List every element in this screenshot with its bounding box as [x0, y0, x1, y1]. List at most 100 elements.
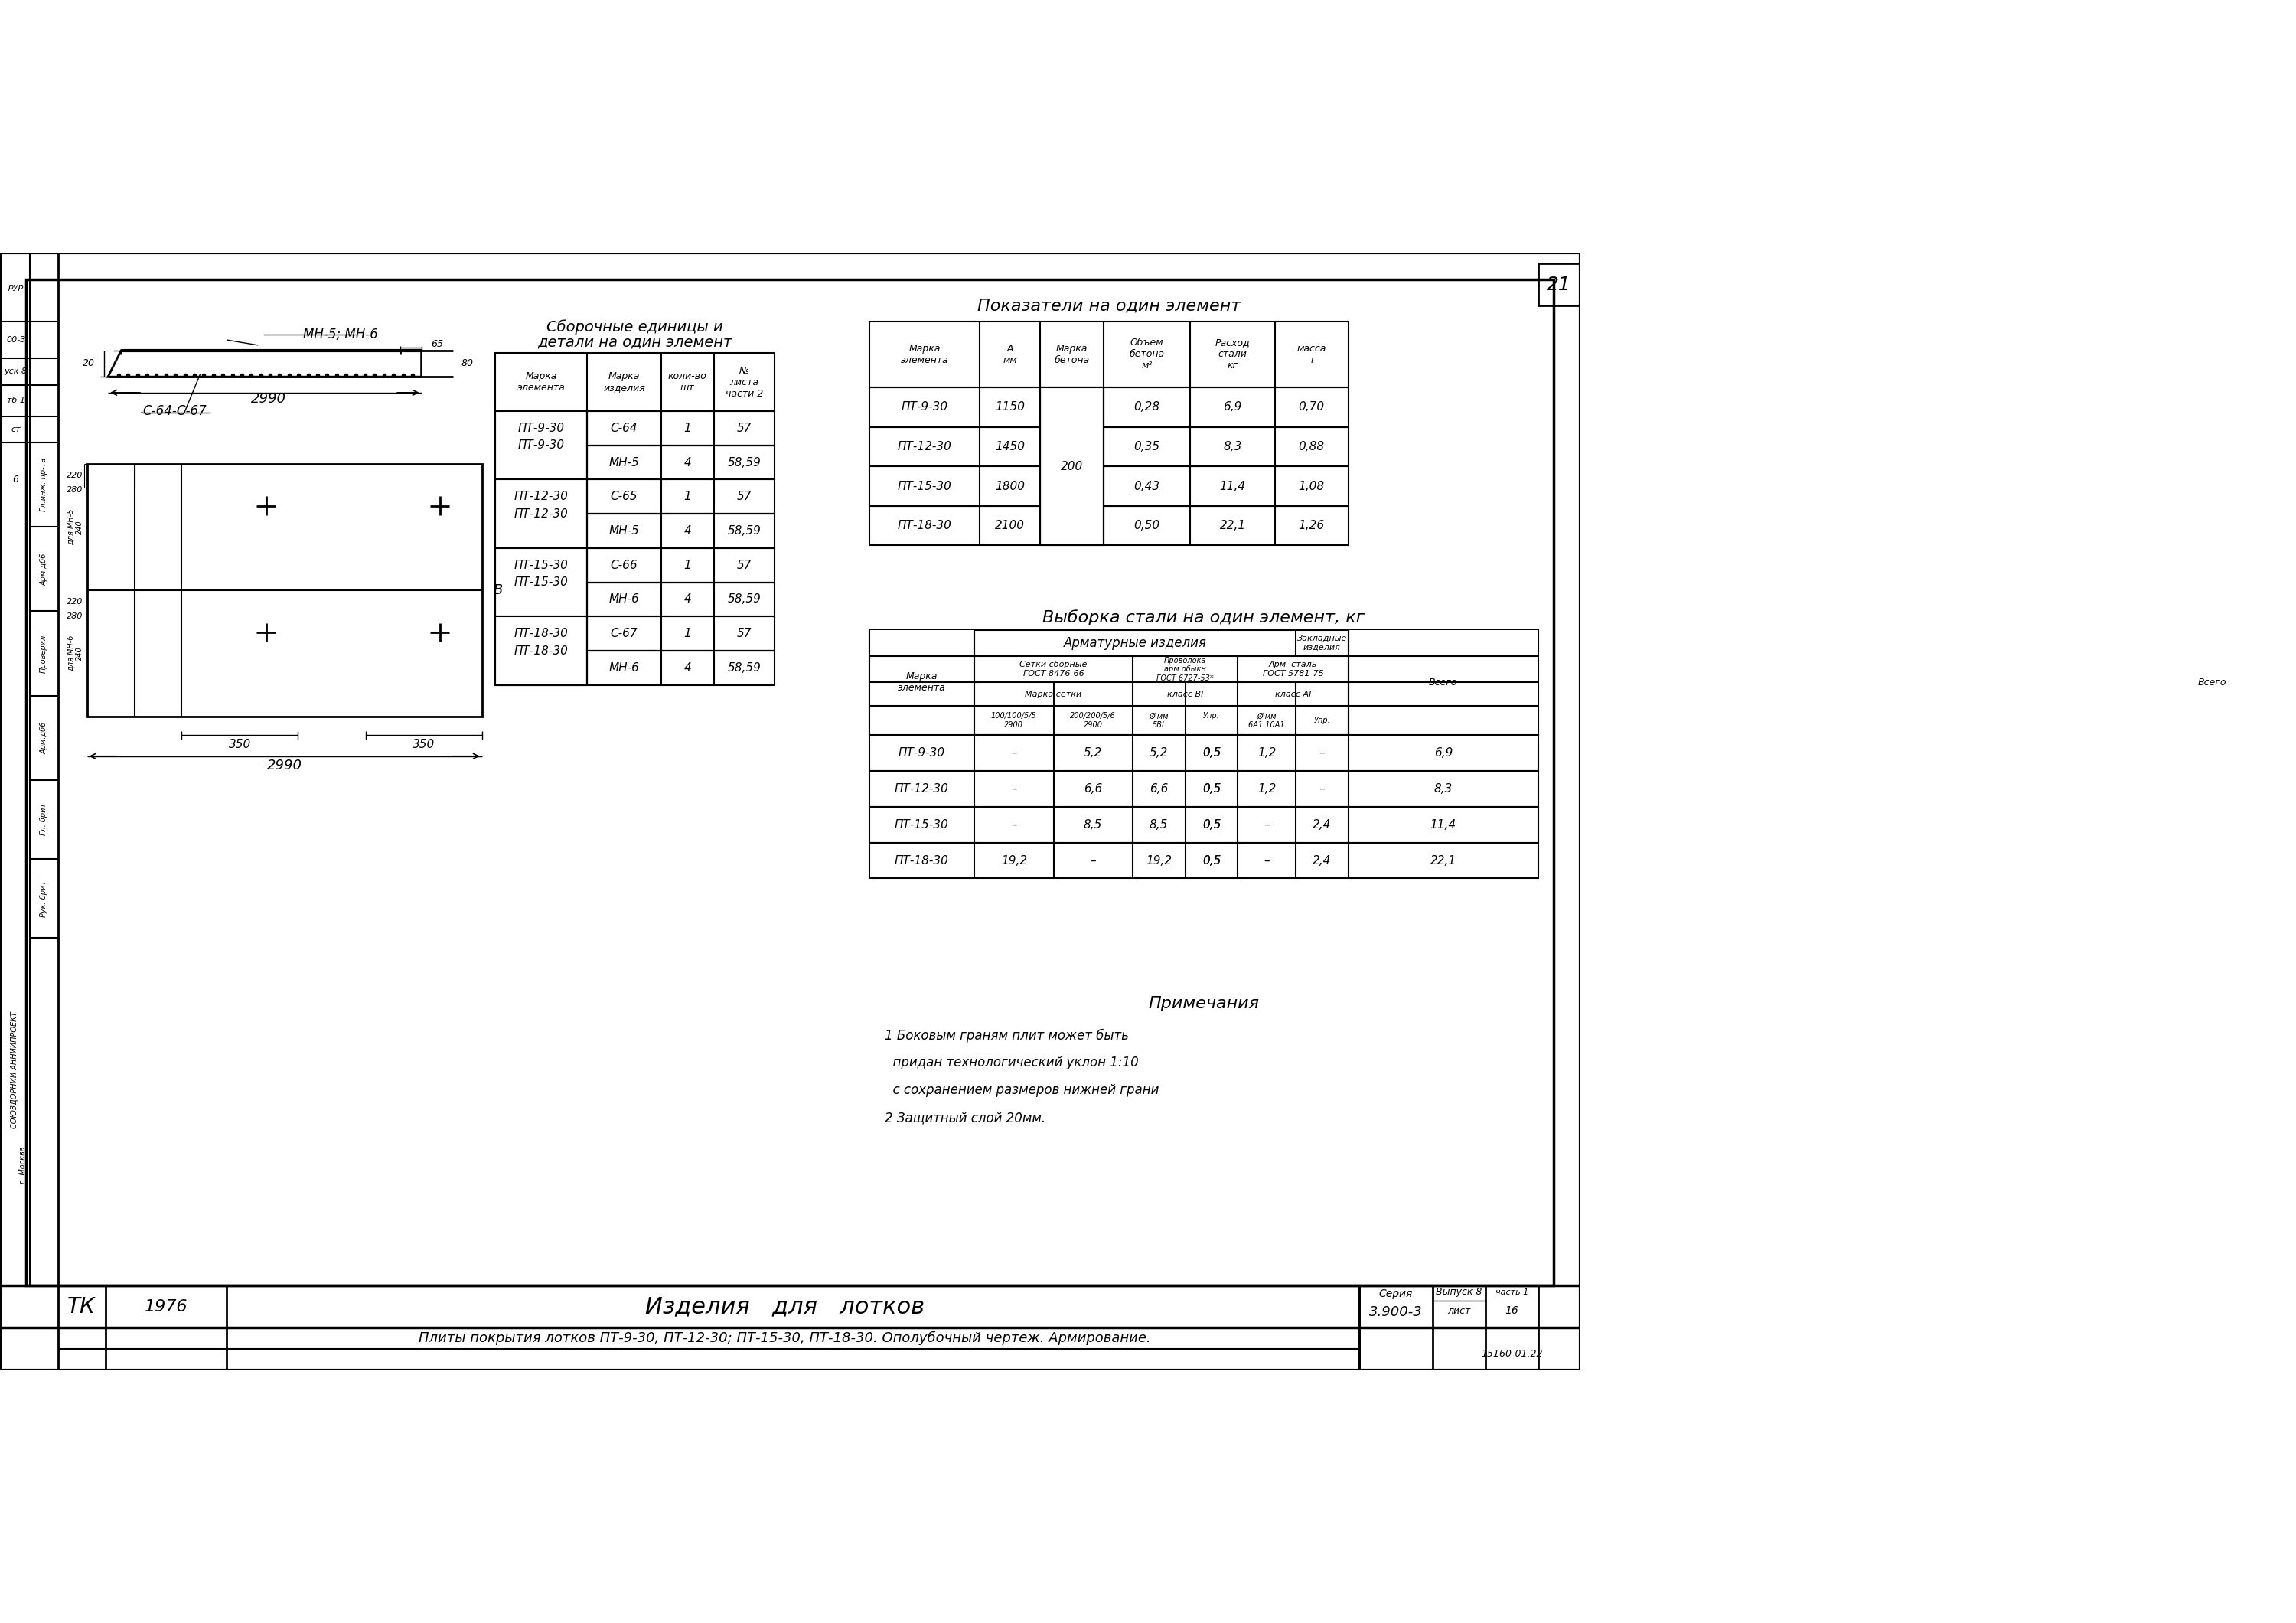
- Text: 280: 280: [67, 613, 83, 620]
- Text: ПТ-12-30: ПТ-12-30: [898, 441, 951, 453]
- Bar: [870, 427, 1348, 466]
- Text: 0,5: 0,5: [1203, 747, 1221, 760]
- Text: класс ВI: класс ВI: [1166, 690, 1203, 698]
- Text: –: –: [1010, 784, 1017, 795]
- Bar: [496, 479, 774, 514]
- Text: Серия: Серия: [1380, 1289, 1412, 1298]
- Text: коли-во
шт: коли-во шт: [668, 372, 707, 393]
- Text: 220: 220: [67, 597, 83, 605]
- Text: ПТ-18-30: ПТ-18-30: [895, 855, 948, 867]
- Text: 19,2: 19,2: [1146, 855, 1171, 867]
- Text: 6,9: 6,9: [1224, 401, 1242, 412]
- Text: С-64-С-67: С-64-С-67: [142, 404, 207, 419]
- Text: Примечания: Примечания: [1148, 997, 1258, 1011]
- Bar: [496, 549, 588, 617]
- Text: ПТ-9-30: ПТ-9-30: [898, 747, 946, 760]
- Bar: [496, 583, 774, 617]
- Bar: [496, 411, 774, 445]
- Text: 1: 1: [684, 628, 691, 639]
- Text: 1,08: 1,08: [1300, 480, 1325, 492]
- Text: г. Москва: г. Москва: [18, 1146, 28, 1183]
- Text: 2100: 2100: [994, 519, 1024, 531]
- Text: 2,4: 2,4: [1313, 855, 1332, 867]
- Bar: [870, 771, 1538, 807]
- Bar: [870, 321, 1348, 388]
- Text: Арм.дб6: Арм.дб6: [39, 553, 48, 586]
- Text: 0,5: 0,5: [1203, 747, 1221, 760]
- Text: 4: 4: [684, 594, 691, 605]
- Text: 19,2: 19,2: [1001, 855, 1026, 867]
- Text: –: –: [1263, 820, 1270, 831]
- Text: –: –: [1010, 820, 1017, 831]
- Text: Расход
стали
кг: Расход стали кг: [1215, 338, 1249, 372]
- Text: 1800: 1800: [994, 480, 1024, 492]
- Text: 6,9: 6,9: [1435, 747, 1453, 760]
- Text: 1: 1: [684, 560, 691, 571]
- Text: Закладные
изделия: Закладные изделия: [1297, 635, 1348, 651]
- Bar: [870, 466, 1348, 506]
- Text: Арм.дб6: Арм.дб6: [39, 722, 48, 755]
- Text: –: –: [1091, 855, 1095, 867]
- Bar: [496, 514, 774, 549]
- Text: Проверил: Проверил: [39, 635, 48, 672]
- Text: для МН-5: для МН-5: [67, 508, 76, 545]
- Text: 4: 4: [684, 662, 691, 674]
- Text: Марка
бетона: Марка бетона: [1054, 344, 1091, 365]
- Text: 200/200/5/6
2900: 200/200/5/6 2900: [1070, 712, 1116, 729]
- Text: 22,1: 22,1: [1219, 519, 1247, 531]
- Text: 0,43: 0,43: [1134, 480, 1159, 492]
- Text: 57: 57: [737, 422, 751, 433]
- Text: 1: 1: [684, 490, 691, 503]
- Text: 11,4: 11,4: [1430, 820, 1456, 831]
- Text: Марка
элемента: Марка элемента: [517, 372, 565, 393]
- Text: ПТ-9-30: ПТ-9-30: [519, 440, 565, 451]
- Text: МН-5; МН-6: МН-5; МН-6: [303, 328, 379, 341]
- Text: Арматурные изделия: Арматурные изделия: [1063, 636, 1208, 649]
- Text: Гл. брит: Гл. брит: [39, 803, 48, 836]
- Bar: [87, 464, 482, 717]
- Text: 240: 240: [76, 646, 83, 661]
- Text: 5,2: 5,2: [1084, 747, 1102, 760]
- Text: 21: 21: [1548, 276, 1570, 294]
- Text: №
листа
части 2: № листа части 2: [726, 365, 762, 399]
- Text: 2990: 2990: [266, 760, 303, 773]
- Bar: [496, 617, 774, 651]
- Text: класс АI: класс АI: [1274, 690, 1311, 698]
- Bar: [496, 445, 774, 479]
- Text: 1450: 1450: [994, 441, 1024, 453]
- Text: 16: 16: [1504, 1305, 1518, 1316]
- Text: 8,5: 8,5: [1150, 820, 1169, 831]
- Text: 2,4: 2,4: [1313, 820, 1332, 831]
- Text: 200: 200: [1061, 461, 1084, 472]
- Text: 3.900-3: 3.900-3: [1368, 1305, 1424, 1319]
- Text: 2990: 2990: [250, 393, 287, 406]
- Bar: [1348, 630, 1538, 735]
- Text: 0,88: 0,88: [1300, 441, 1325, 453]
- Text: Марка
изделия: Марка изделия: [604, 372, 645, 393]
- Text: Показатели на один элемент: Показатели на один элемент: [978, 299, 1240, 313]
- Text: уск 8: уск 8: [5, 368, 28, 375]
- Text: Марка сетки: Марка сетки: [1024, 690, 1081, 698]
- Text: 8,5: 8,5: [1084, 820, 1102, 831]
- Text: ПТ-15-30: ПТ-15-30: [895, 820, 948, 831]
- Text: Выборка стали на один элемент, кг: Выборка стали на один элемент, кг: [1042, 610, 1364, 625]
- Text: ПТ-15-30: ПТ-15-30: [514, 576, 569, 588]
- Text: 1: 1: [684, 422, 691, 433]
- Bar: [870, 506, 1348, 545]
- Bar: [496, 354, 774, 411]
- Text: А
мм: А мм: [1003, 344, 1017, 365]
- Text: 1150: 1150: [994, 401, 1024, 412]
- Bar: [496, 549, 774, 583]
- Text: Упр.: Упр.: [1313, 717, 1329, 724]
- Text: 20: 20: [83, 359, 94, 368]
- Text: 0,70: 0,70: [1300, 401, 1325, 412]
- Text: ПТ-9-30: ПТ-9-30: [900, 401, 948, 412]
- Text: рур: рур: [7, 284, 23, 291]
- Text: В: В: [494, 583, 503, 597]
- Text: С-65: С-65: [611, 490, 638, 503]
- Text: 0,28: 0,28: [1134, 401, 1159, 412]
- Text: –: –: [1010, 747, 1017, 760]
- Text: Всего: Всего: [2197, 677, 2227, 688]
- Text: 80: 80: [461, 359, 473, 368]
- Text: 6: 6: [14, 474, 18, 485]
